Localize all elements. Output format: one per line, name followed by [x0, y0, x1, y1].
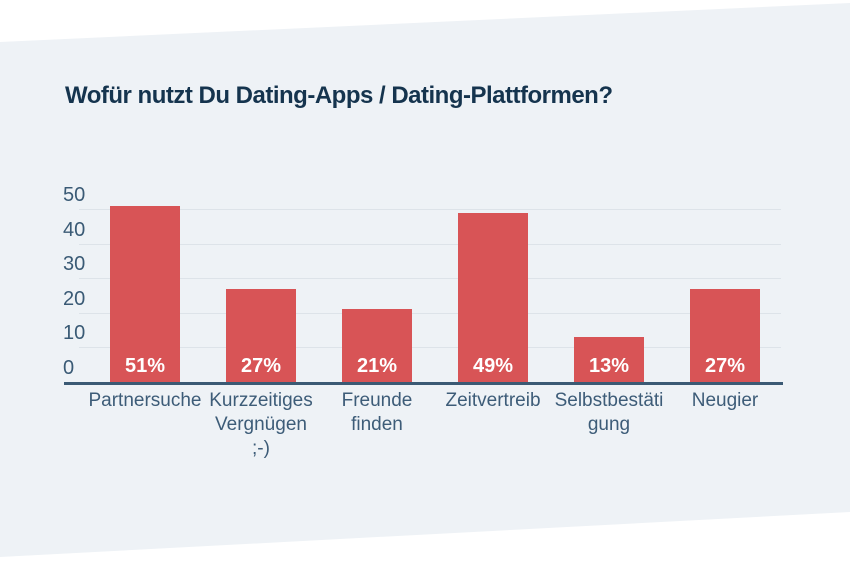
gridline-50	[79, 209, 781, 210]
x-axis-line	[64, 382, 783, 385]
y-axis-tick-label-10: 10	[63, 322, 86, 344]
bar-5	[574, 337, 644, 382]
x-axis-category-label-6: Neugier	[691, 390, 759, 411]
gridline-20	[79, 313, 781, 314]
x-axis-category-label-4: Zeitvertreib	[445, 390, 541, 411]
bar-6	[690, 289, 760, 382]
bar-value-label-6: 27%	[704, 355, 746, 377]
bar-value-label-3: 21%	[356, 355, 398, 377]
x-axis-category-label-3: Freunde finden	[341, 390, 413, 435]
y-axis-tick-label-50: 50	[63, 184, 86, 206]
gridline-30	[79, 278, 781, 279]
gridline-10	[79, 347, 781, 348]
bar-4	[458, 213, 528, 382]
y-axis-tick-label-30: 30	[63, 253, 86, 275]
y-axis-tick-label-20: 20	[63, 288, 86, 310]
gridline-40	[79, 244, 781, 245]
x-axis-category-label-1: Partnersuche	[88, 390, 202, 411]
bar-value-label-4: 49%	[472, 355, 514, 377]
bar-value-label-5: 13%	[588, 355, 630, 377]
y-axis-tick-label-0: 0	[63, 357, 75, 379]
y-axis-tick-label-40: 40	[63, 219, 86, 241]
bar-1	[110, 206, 180, 382]
bar-3	[342, 309, 412, 382]
chart-title: Wofür nutzt Du Dating-Apps / Dating-Plat…	[65, 82, 613, 109]
x-axis-category-label-2: Kurzzeitiges Vergnügen ;-)	[209, 390, 313, 459]
bar-value-label-2: 27%	[240, 355, 282, 377]
x-axis-category-label-5: Selbstbestätigung	[554, 390, 664, 435]
bar-2	[226, 289, 296, 382]
bar-value-label-1: 51%	[124, 355, 166, 377]
